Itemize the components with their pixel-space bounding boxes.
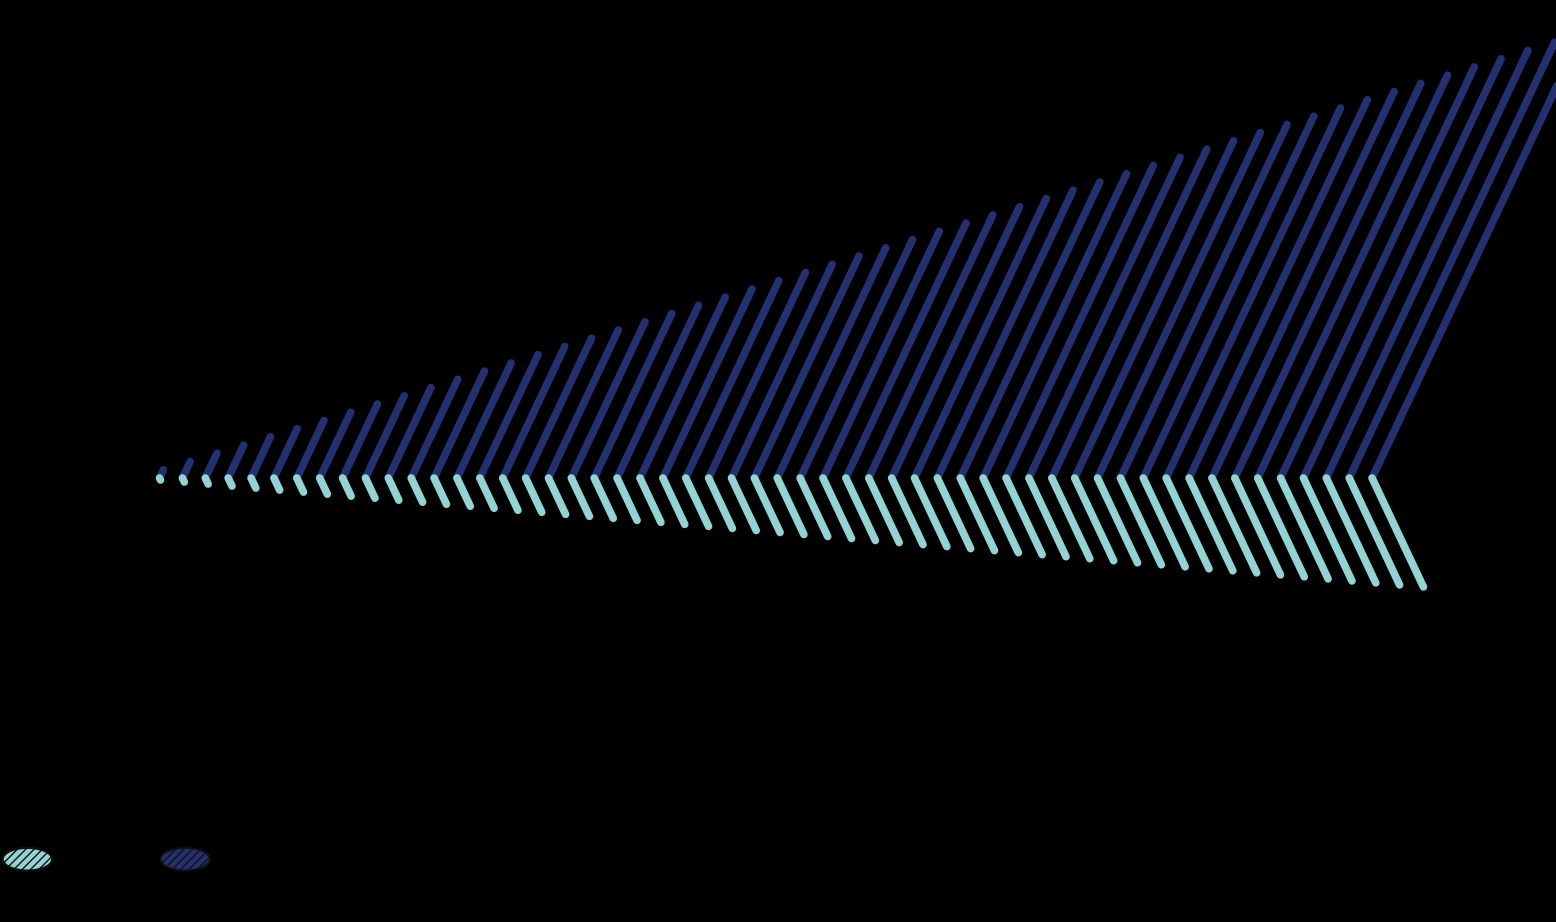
Ellipse shape (160, 848, 210, 870)
Ellipse shape (3, 848, 53, 870)
